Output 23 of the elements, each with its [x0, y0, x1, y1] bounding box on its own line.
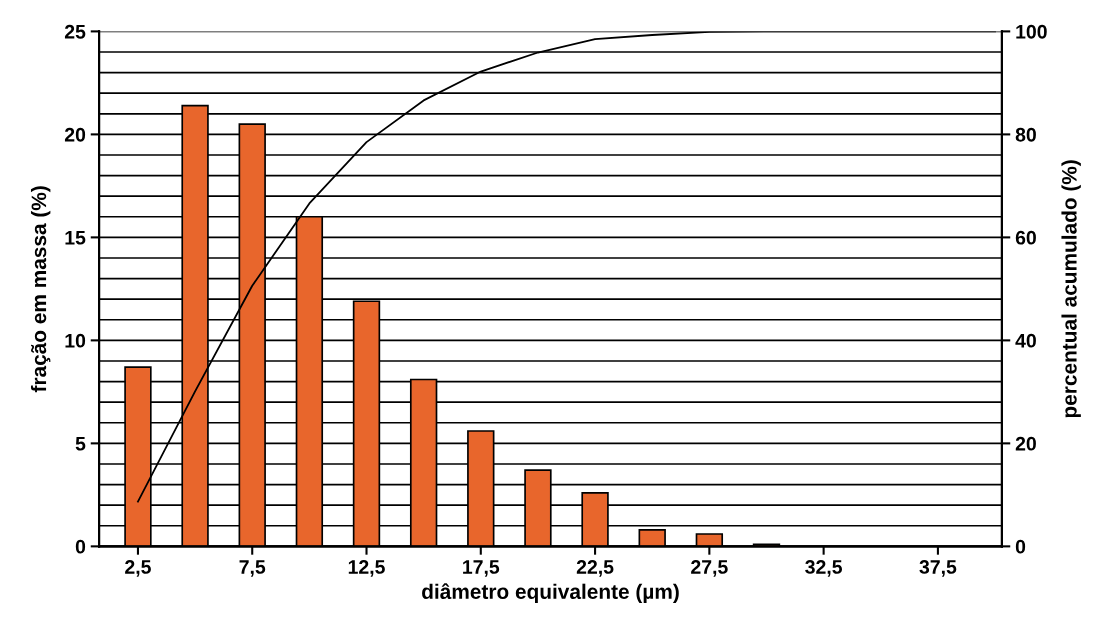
x-tick-label: 37,5: [919, 560, 957, 577]
y-tick-label: 15: [65, 231, 86, 245]
y2-tick-label: 80: [1015, 127, 1036, 142]
y-tick-label: 5: [75, 437, 86, 451]
y-axis-title: fração em massa (%): [30, 186, 51, 393]
y2-tick-label: 0: [1015, 539, 1026, 554]
x-tick-label: 7,5: [239, 560, 266, 577]
x-tick-label: 32,5: [805, 560, 843, 577]
y2-tick-label: 20: [1015, 436, 1036, 451]
x-tick-label: 12,5: [348, 560, 385, 577]
x-tick-label: 17,5: [463, 560, 500, 577]
y-tick-label: 0: [75, 539, 86, 554]
y2-tick-label: 60: [1015, 230, 1036, 245]
x-tick-label: 22,5: [576, 560, 614, 577]
y-tick-label: 10: [65, 333, 86, 348]
y-tick-label: 25: [64, 24, 86, 39]
y-tick-label: 20: [64, 127, 86, 142]
x-tick-label: 27,5: [691, 560, 728, 577]
y2-axis-title: percentual acumulado (%): [1061, 160, 1081, 418]
y2-tick-label: 40: [1015, 333, 1036, 348]
x-axis-title: diâmetro equivalente (µm): [422, 583, 679, 604]
x-tick-label: 2,5: [125, 560, 151, 577]
y2-tick-label: 100: [1016, 24, 1047, 39]
